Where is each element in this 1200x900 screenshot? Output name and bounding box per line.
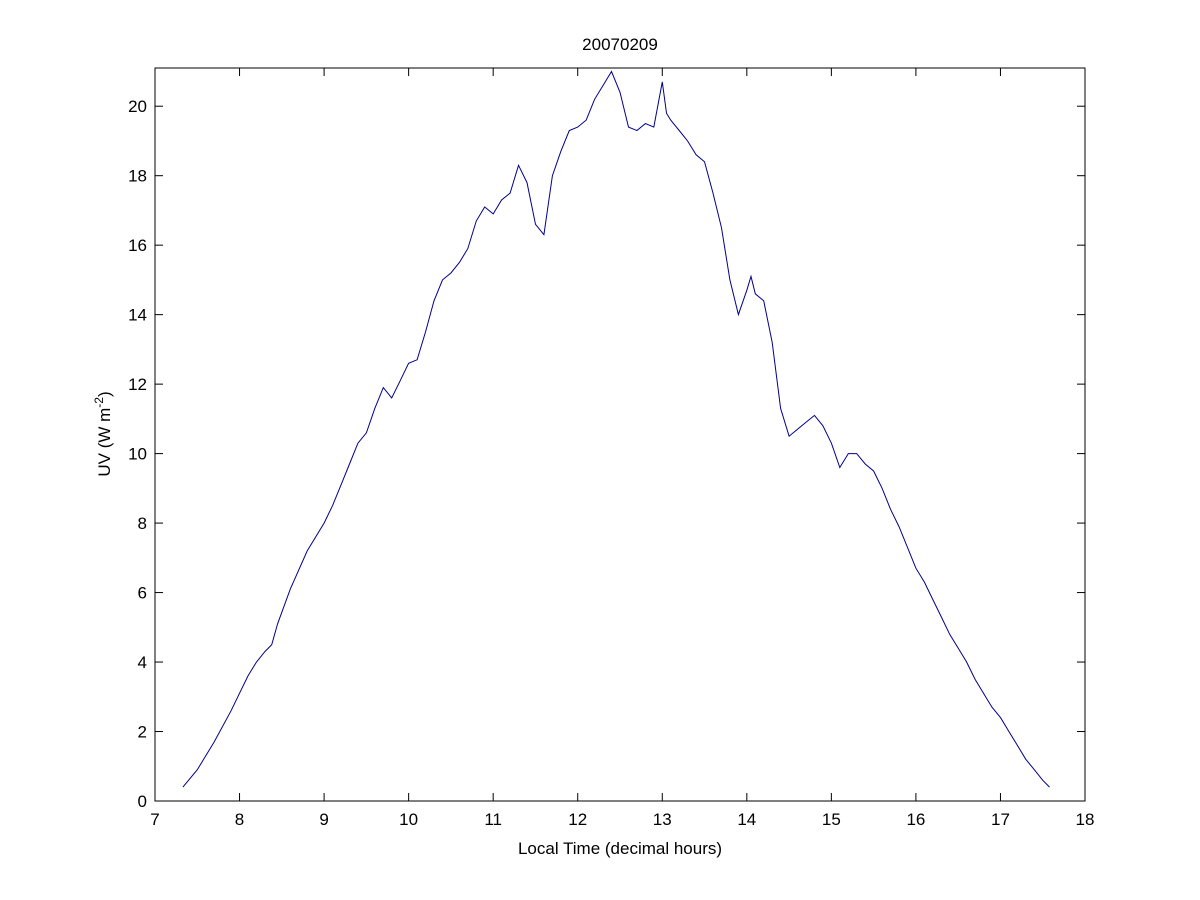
plot-area [154,67,1086,802]
x-tick-label: 18 [1076,810,1095,829]
x-tick-label: 8 [235,810,244,829]
uv-series-line [182,70,1050,788]
y-axis-label-main: UV (W m [95,408,114,477]
x-tick-label: 14 [737,810,756,829]
x-axis-label: Local Time (decimal hours) [518,839,722,858]
y-axis-label: UV (W m-2) [92,391,114,476]
chart-title: 20070209 [582,35,658,54]
y-axis-label-superscript: -2 [92,397,106,408]
y-axis-label-close: ) [95,391,114,397]
y-tick-label: 10 [128,445,147,464]
x-axis: 7 8 9 10 11 12 13 14 15 16 17 18 [150,68,1094,829]
y-tick-label: 2 [138,723,147,742]
x-tick-label: 15 [822,810,841,829]
x-tick-label: 9 [319,810,328,829]
y-tick-label: 8 [138,514,147,533]
x-tick-label: 16 [906,810,925,829]
x-tick-label: 11 [484,810,502,829]
y-tick-label: 18 [128,167,147,186]
y-tick-label: 6 [138,584,147,603]
x-tick-label: 13 [653,810,672,829]
x-tick-label: 7 [150,810,159,829]
x-tick-label: 10 [399,810,418,829]
y-axis: 0 2 4 6 8 10 12 14 16 18 20 [128,97,1085,811]
y-tick-label: 20 [128,97,147,116]
y-tick-label: 0 [138,792,147,811]
y-tick-label: 16 [128,236,147,255]
y-tick-label: 14 [128,306,147,325]
y-tick-label: 12 [128,375,147,394]
y-tick-label: 4 [138,653,147,672]
x-tick-label: 17 [991,810,1010,829]
x-tick-label: 12 [568,810,587,829]
